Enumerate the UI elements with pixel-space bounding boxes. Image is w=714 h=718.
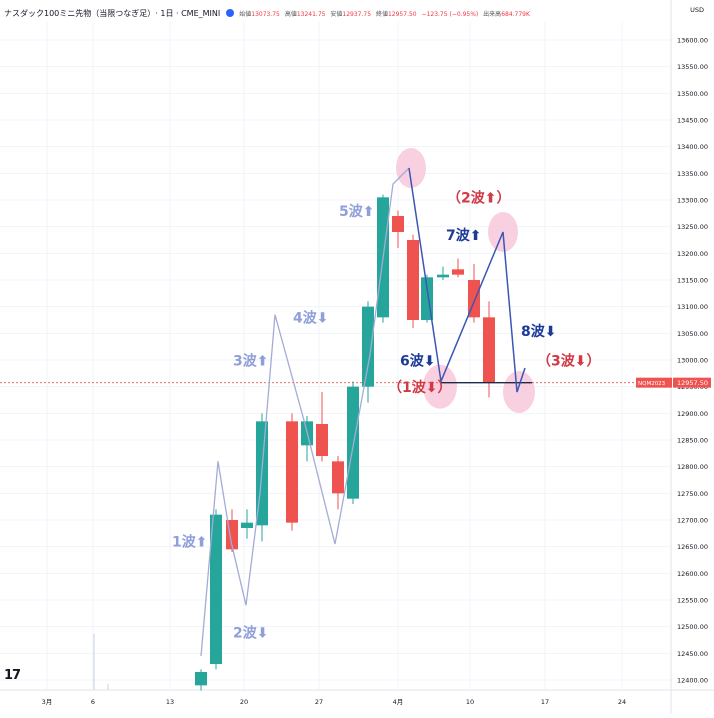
price-tick-label: 12600.00 [677, 570, 708, 578]
candle-body [286, 421, 298, 523]
time-tick-label: 4月 [393, 698, 404, 706]
price-tag-value: 12957.50 [677, 379, 708, 387]
ohlc-values: 始値13073.75 高値13241.75 安値12937.75 終値12957… [239, 9, 530, 18]
wave-label: （2波⬆） [447, 190, 510, 207]
price-tick-label: 13150.00 [677, 277, 708, 285]
wave-line-light [200, 167, 410, 657]
volume-label: 出来高 [483, 10, 502, 18]
highlight-circles [396, 148, 535, 413]
symbol-legend: ナスダック100ミニ先物（当限つなぎ足） · 1日 · CME_MINI 始値1… [4, 6, 530, 20]
price-tick-label: 13400.00 [677, 143, 708, 151]
grid-lines [0, 22, 671, 690]
price-tick-label: 12400.00 [677, 677, 708, 685]
time-tick-label: 24 [618, 698, 626, 706]
highlight-circle [396, 148, 426, 188]
current-price-tag: NQM2023 12957.50 [636, 377, 711, 388]
time-tick-label: 13 [166, 698, 174, 706]
candle-body [407, 240, 419, 320]
wave-label: 4波⬇ [293, 310, 328, 327]
wave-label: （1波⬇） [388, 379, 451, 396]
wave-annotations: 1波⬆ 2波⬇ 3波⬆ 4波⬇ 5波⬆ 6波⬇ 7波⬆ 8波⬇ （1波⬇） （2波⬆） （3波⬇） [172, 190, 600, 642]
wave-label: 7波⬆ [446, 227, 481, 244]
time-tick-label: 20 [240, 698, 248, 706]
price-tag-value-bg [673, 377, 711, 388]
price-tick-label: 12800.00 [677, 463, 708, 471]
price-tick-label: 13300.00 [677, 197, 708, 205]
price-tick-label: 12750.00 [677, 490, 708, 498]
wave-label: 2波⬇ [233, 624, 268, 641]
highlight-circle [423, 364, 457, 409]
wave-label: （3波⬇） [537, 352, 600, 369]
candle-body [241, 522, 253, 528]
wave-label: 8波⬇ [521, 323, 556, 340]
price-tag-name: NQM2023 [638, 381, 666, 387]
candle-body [210, 514, 222, 664]
tradingview-logo[interactable]: 17 [4, 668, 21, 683]
wave-label: 1波⬆ [172, 534, 207, 551]
highlight-circle [503, 371, 535, 413]
candle-body [362, 306, 374, 387]
volume-value: 684.779K [501, 10, 530, 18]
price-tick-label: 13200.00 [677, 250, 708, 258]
change-value: −123.75 (−0.95%) [421, 10, 479, 18]
price-tick-label: 13000.00 [677, 357, 708, 365]
status-dot-icon [226, 9, 235, 17]
low-value: 12937.75 [342, 10, 372, 18]
time-tick-label: 6 [91, 698, 95, 706]
price-axis: 12400.00 12450.00 12500.00 12550.00 12600.00… [677, 37, 708, 685]
price-tick-label: 12650.00 [677, 543, 708, 551]
wave-label: 6波⬇ [400, 352, 435, 369]
time-axis: 3月 6 13 20 27 4月 10 17 24 [42, 698, 626, 706]
interval-exchange[interactable]: · 1日 · CME_MINI [155, 8, 221, 18]
price-tick-label: 12700.00 [677, 517, 708, 525]
close-label: 終値 [375, 10, 388, 18]
symbol-name[interactable]: ナスダック100ミニ先物（当限つなぎ足） [4, 8, 156, 18]
time-tick-label: 17 [541, 698, 549, 706]
price-tick-label: 13350.00 [677, 170, 708, 178]
high-value: 13241.75 [296, 10, 326, 18]
price-tick-label: 13250.00 [677, 223, 708, 231]
time-tick-label: 3月 [42, 698, 53, 706]
currency-label[interactable]: USD [690, 6, 704, 14]
price-tick-label: 12900.00 [677, 410, 708, 418]
price-tag-name-bg [636, 377, 672, 388]
low-label: 安値 [330, 10, 343, 18]
open-label: 始値 [239, 10, 252, 18]
price-tick-label: 13600.00 [677, 37, 708, 45]
candle-body [195, 672, 207, 686]
candle-body [316, 424, 328, 456]
high-label: 高値 [284, 10, 297, 18]
candle-body [347, 386, 359, 499]
wave-line-dark [408, 167, 526, 393]
price-tick-label: 13450.00 [677, 117, 708, 125]
price-tick-label: 13500.00 [677, 90, 708, 98]
candle-body [392, 216, 404, 232]
price-tick-label: 13050.00 [677, 330, 708, 338]
candles [195, 194, 495, 691]
price-tick-label: 13550.00 [677, 63, 708, 71]
price-tick-label: 13100.00 [677, 303, 708, 311]
price-tick-label: 12550.00 [677, 597, 708, 605]
wave-label: 5波⬆ [339, 203, 374, 220]
price-tick-label: 12500.00 [677, 623, 708, 631]
time-tick-label: 27 [315, 698, 323, 706]
candle-body [437, 274, 449, 278]
candle-body [452, 269, 464, 275]
close-value: 12957.50 [387, 10, 417, 18]
open-value: 13073.75 [251, 10, 280, 18]
wave-label: 3波⬆ [233, 352, 268, 369]
candle-body [483, 317, 495, 383]
price-tick-label: 12450.00 [677, 650, 708, 658]
candle-body [332, 461, 344, 494]
price-tick-label: 12850.00 [677, 437, 708, 445]
time-tick-label: 10 [466, 698, 474, 706]
